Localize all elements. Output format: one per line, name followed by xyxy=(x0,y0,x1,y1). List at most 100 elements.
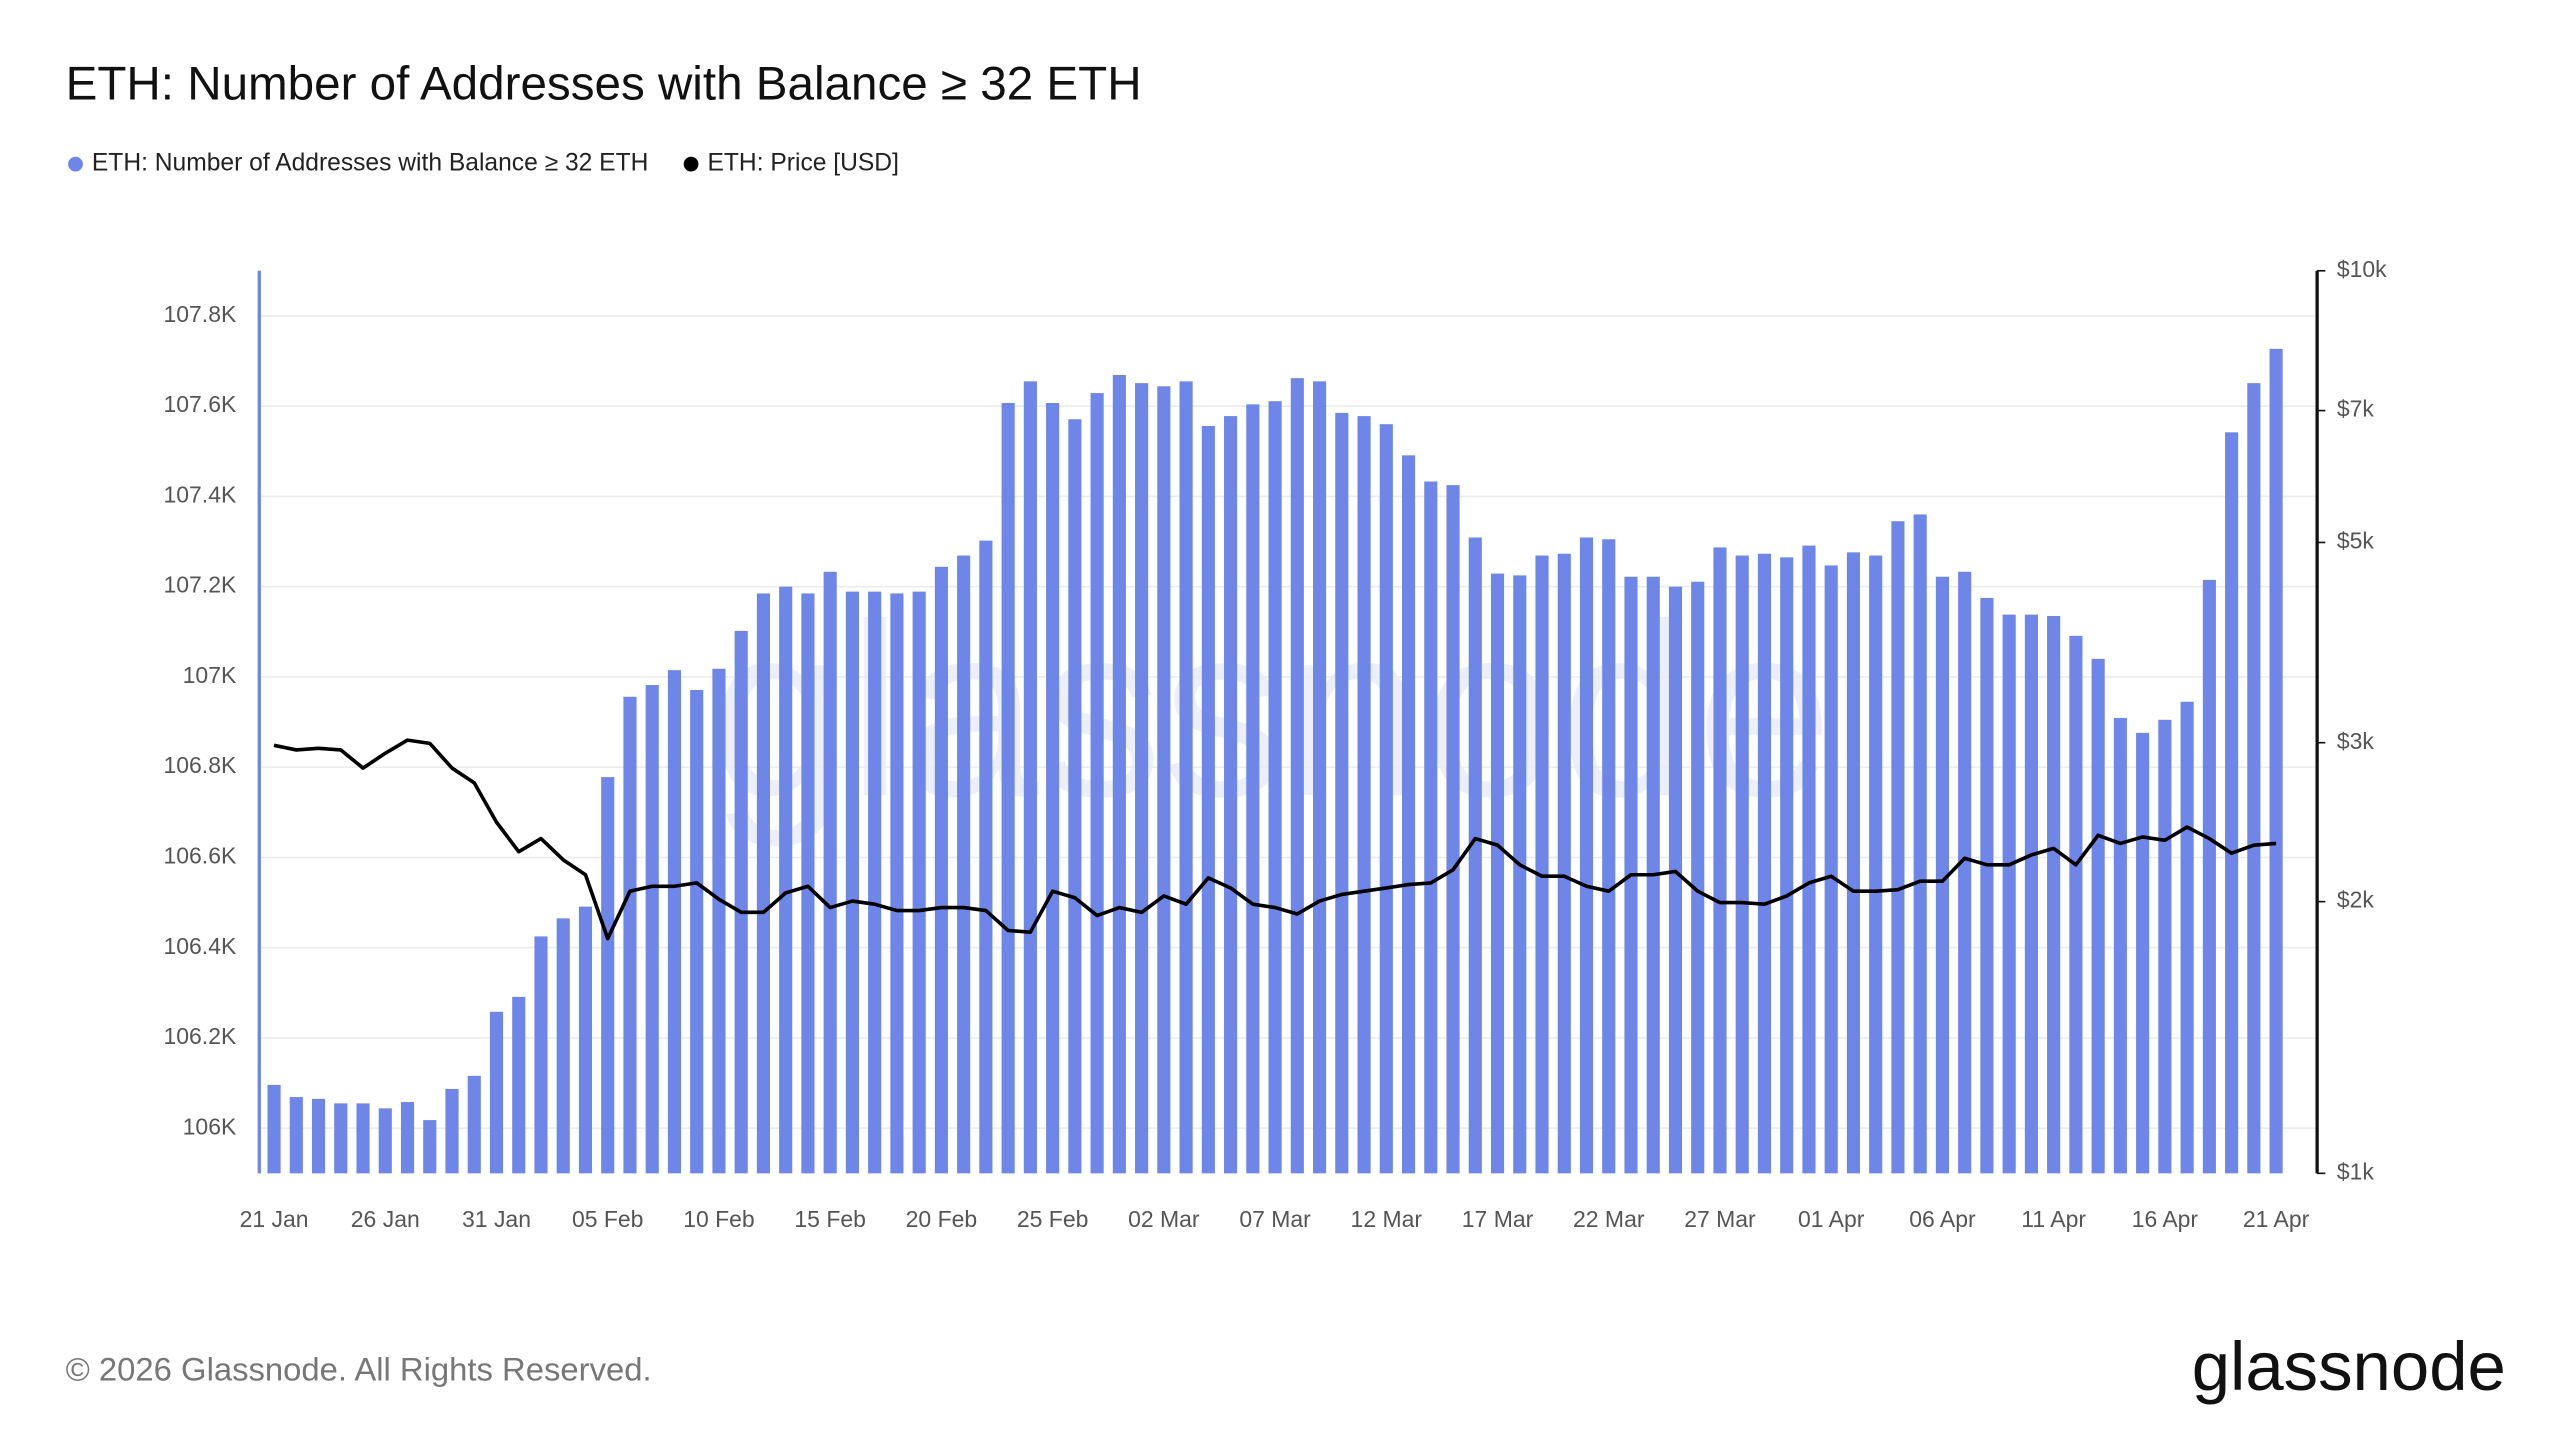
bar xyxy=(2047,616,2061,1174)
bar xyxy=(1424,481,1438,1174)
bar xyxy=(1824,565,1838,1174)
bar xyxy=(445,1088,459,1174)
bar xyxy=(667,670,682,1174)
legend-label: ETH: Price [USD] xyxy=(707,150,898,177)
bar xyxy=(1001,402,1015,1174)
bar xyxy=(1179,381,1193,1174)
bar xyxy=(845,591,859,1174)
bar xyxy=(1335,412,1349,1174)
y-tick-label: 107.6K xyxy=(163,391,236,417)
bar xyxy=(1958,571,1972,1174)
legend-label: ETH: Number of Addresses with Balance ≥ … xyxy=(92,150,649,177)
legend: ETH: Number of Addresses with Balance ≥ … xyxy=(68,150,899,177)
bar xyxy=(779,586,793,1174)
bar xyxy=(1290,378,1304,1174)
x-tick-label: 25 Feb xyxy=(1017,1206,1089,1232)
bar xyxy=(1268,401,1282,1174)
bar xyxy=(1802,545,1816,1174)
bar xyxy=(690,690,704,1174)
x-tick-label: 16 Apr xyxy=(2132,1206,2199,1232)
y-tick-label: 106K xyxy=(183,1113,237,1139)
bar xyxy=(1668,586,1683,1174)
x-tick-label: 10 Feb xyxy=(683,1206,755,1232)
x-tick-label: 21 Jan xyxy=(240,1206,309,1232)
bar xyxy=(378,1108,392,1174)
bar xyxy=(934,566,948,1174)
bar xyxy=(489,1011,504,1174)
bar xyxy=(334,1103,348,1174)
bar xyxy=(1913,514,1927,1174)
bar xyxy=(1246,404,1260,1174)
bar xyxy=(756,593,771,1174)
bar xyxy=(2113,717,2127,1174)
y2-tick-label: $5k xyxy=(2337,528,2375,554)
bar xyxy=(1780,557,1794,1174)
x-tick-label: 21 Apr xyxy=(2243,1206,2310,1232)
y-tick-label: 106.6K xyxy=(163,842,236,868)
bar xyxy=(1112,375,1126,1174)
bar xyxy=(1735,555,1749,1174)
bar xyxy=(1068,419,1082,1174)
bar xyxy=(556,918,570,1174)
bar xyxy=(356,1103,370,1174)
bar xyxy=(1490,573,1505,1174)
x-tick-label: 07 Mar xyxy=(1239,1206,1311,1232)
bar xyxy=(400,1102,415,1174)
bar xyxy=(2002,614,2016,1174)
bar xyxy=(2158,719,2172,1174)
x-tick-label: 01 Apr xyxy=(1798,1206,1865,1232)
bar xyxy=(623,696,637,1174)
bar xyxy=(1935,576,1949,1174)
bar xyxy=(1446,485,1460,1174)
bar xyxy=(712,668,726,1174)
bar xyxy=(578,906,593,1174)
bar xyxy=(1401,455,1416,1174)
bar xyxy=(957,555,971,1174)
bar xyxy=(1713,547,1727,1174)
x-tick-label: 22 Mar xyxy=(1573,1206,1645,1232)
y-tick-label: 107.8K xyxy=(163,301,236,327)
legend-marker xyxy=(683,156,699,172)
bar xyxy=(1224,416,1238,1174)
y2-tick-label: $2k xyxy=(2337,887,2375,913)
bar xyxy=(1846,552,1861,1174)
x-tick-label: 17 Mar xyxy=(1462,1206,1534,1232)
bar xyxy=(2136,732,2150,1174)
bar xyxy=(890,593,904,1174)
bar xyxy=(912,591,926,1174)
bar xyxy=(423,1120,437,1174)
x-tick-label: 06 Apr xyxy=(1909,1206,1976,1232)
bar xyxy=(1691,581,1705,1174)
y-tick-label: 106.2K xyxy=(163,1023,236,1049)
bar xyxy=(512,996,526,1174)
bar xyxy=(289,1097,303,1174)
bar xyxy=(645,685,659,1174)
x-tick-label: 05 Feb xyxy=(572,1206,644,1232)
bar xyxy=(2269,348,2283,1174)
x-tick-label: 15 Feb xyxy=(794,1206,866,1232)
bar xyxy=(1757,553,1772,1174)
y-tick-label: 106.8K xyxy=(163,752,236,778)
footer: © 2026 Glassnode. All Rights Reserved. xyxy=(66,1351,652,1388)
logo: glassnode xyxy=(2192,1328,2506,1405)
y-tick-label: 107K xyxy=(183,662,237,688)
bar xyxy=(1468,537,1482,1174)
bar xyxy=(267,1084,281,1174)
bar xyxy=(2069,635,2083,1174)
bar xyxy=(1157,386,1171,1174)
x-tick-label: 27 Mar xyxy=(1684,1206,1756,1232)
bar xyxy=(1535,555,1549,1174)
bar xyxy=(1379,424,1393,1174)
bar xyxy=(734,630,748,1174)
bar xyxy=(2225,432,2239,1174)
bar xyxy=(2247,383,2261,1174)
bar xyxy=(601,777,615,1174)
y2-tick-label: $10k xyxy=(2337,256,2387,282)
bar xyxy=(1201,426,1215,1174)
bar xyxy=(1135,383,1149,1174)
bar xyxy=(801,593,815,1174)
bar xyxy=(868,591,882,1174)
bar xyxy=(1557,553,1571,1174)
bar xyxy=(1579,537,1594,1174)
